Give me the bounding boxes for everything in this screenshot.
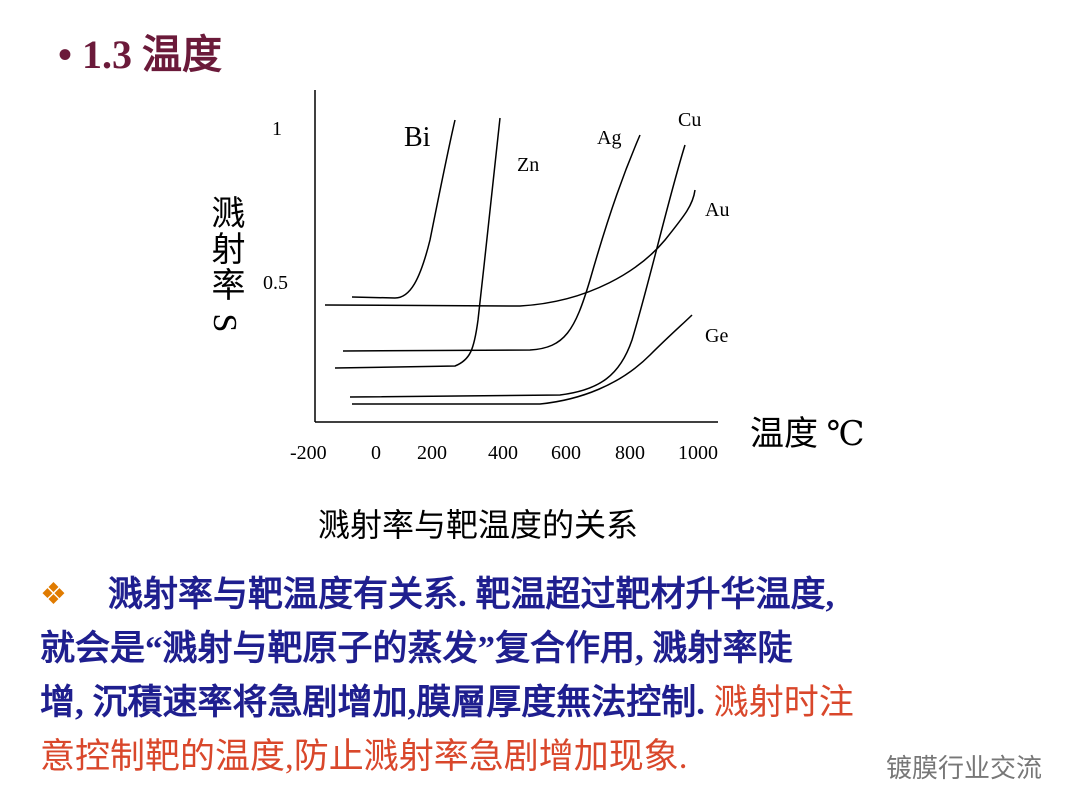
bullet-icon: ❖ <box>40 578 67 611</box>
curve-ag <box>342 134 641 352</box>
curve-au <box>324 189 696 307</box>
curve-label: Ge <box>705 325 729 347</box>
curve-label: Bi <box>404 122 431 153</box>
x-tick-label: 600 <box>551 442 581 464</box>
title-text: 1.3 温度 <box>82 32 223 77</box>
x-tick-label: 800 <box>615 442 645 464</box>
body-text: 溅射率与靶温度有关系. 靶温超过靶材升华温度, 就会是“溅射与靶原子的蒸发”复合作… <box>40 568 854 784</box>
curve-cu <box>349 144 686 398</box>
y-tick-label: 0.5 <box>263 272 288 294</box>
body-segment: 增, 沉積速率将急剧增加,膜層厚度無法控制. <box>40 683 706 722</box>
body-segment: 就会是“溅射与靶原子的蒸发”复合作用, 溅射率陡 <box>40 629 793 668</box>
curve-label: Cu <box>678 109 702 131</box>
body-segment: 溅射率与靶温度有关系. 靶温超过靶材升华温度, <box>108 575 835 614</box>
x-tick-label: -200 <box>290 442 327 464</box>
y-axis-label: 溅射率 S <box>206 195 243 335</box>
watermark: 镀膜行业交流 <box>886 754 1043 784</box>
body-line: 增, 沉積速率将急剧增加,膜層厚度無法控制. 溅射时注 <box>40 676 854 730</box>
curve-ge <box>352 314 693 405</box>
x-tick-label: 1000 <box>678 442 718 464</box>
curve-label: Zn <box>517 154 540 176</box>
x-tick-label: 400 <box>488 442 518 464</box>
figure-caption: 溅射率与靶温度的关系 <box>318 507 639 543</box>
body-line: 就会是“溅射与靶原子的蒸发”复合作用, 溅射率陡 <box>40 622 854 676</box>
y-tick-label: 1 <box>272 118 282 140</box>
curve-label: Ag <box>597 127 622 149</box>
x-tick-label: 200 <box>417 442 447 464</box>
body-segment: 意控制靶的温度,防止溅射率急剧增加现象. <box>40 737 688 776</box>
slide-title: • 1.3 温度 <box>58 32 223 77</box>
x-axis-label: 温度 ℃ <box>750 416 865 453</box>
curve-label: Au <box>705 199 730 221</box>
x-tick-label: 0 <box>371 442 381 464</box>
curve-bi <box>351 119 456 299</box>
body-segment: 溅射时注 <box>705 683 854 722</box>
body-line: 溅射率与靶温度有关系. 靶温超过靶材升华温度, <box>40 568 854 622</box>
curve-zn <box>334 117 501 369</box>
body-line: 意控制靶的温度,防止溅射率急剧增加现象. <box>40 730 854 784</box>
